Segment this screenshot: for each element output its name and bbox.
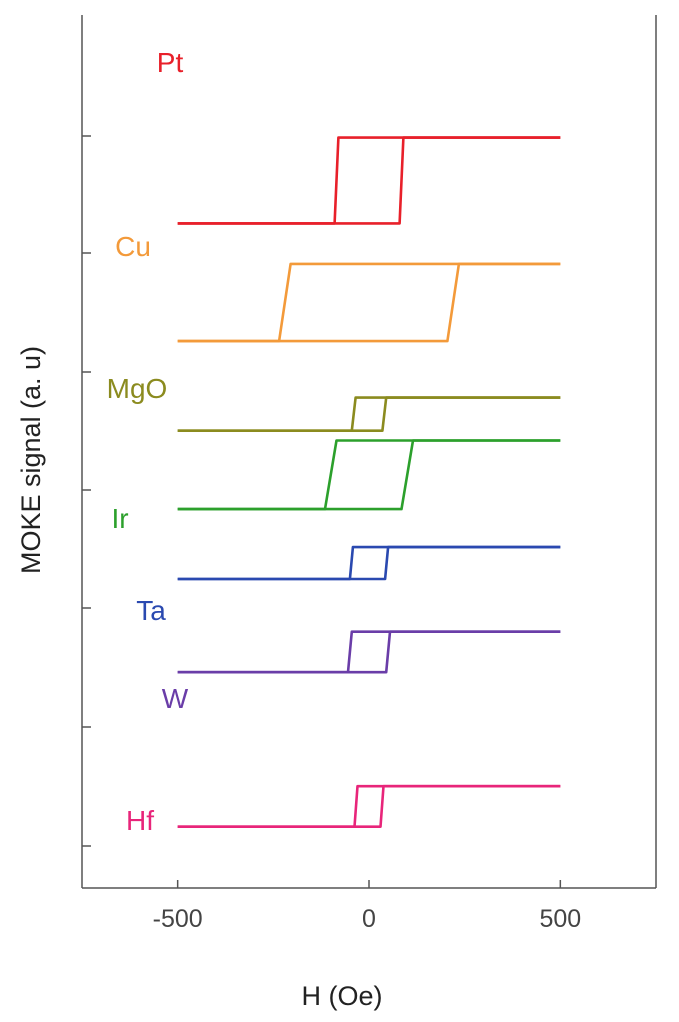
- x-ticks: -500 0 500: [153, 880, 581, 933]
- series-ta: [177, 545, 561, 581]
- loop-branch-descending: [177, 784, 561, 828]
- loop-branch-ascending: [177, 396, 561, 432]
- series-cu: [177, 262, 561, 343]
- x-tick-label: 0: [362, 905, 376, 933]
- series-label-hf: Hf: [126, 805, 154, 836]
- series-labels: Pt Cu MgO Ir Ta W Hf: [107, 47, 189, 836]
- series-hf: [177, 784, 561, 828]
- loop-branch-descending: [177, 439, 561, 511]
- loop-branch-ascending: [177, 262, 561, 343]
- loop-branch-descending: [177, 630, 561, 674]
- loop-branch-descending: [177, 136, 561, 225]
- loop-branch-descending: [177, 396, 561, 432]
- loop-branch-ascending: [177, 136, 561, 225]
- series-w: [177, 630, 561, 674]
- loop-branch-descending: [177, 262, 561, 343]
- series-pt: [177, 136, 561, 225]
- series-mgo: [177, 396, 561, 432]
- series-label-ir: Ir: [111, 503, 128, 534]
- plot-frame: [81, 15, 657, 889]
- series-label-ta: Ta: [136, 595, 166, 626]
- loop-branch-ascending: [177, 439, 561, 511]
- x-tick-label: 500: [539, 905, 581, 933]
- series-label-cu: Cu: [115, 231, 151, 262]
- loop-branch-ascending: [177, 784, 561, 828]
- series-ir: [177, 439, 561, 511]
- y-ticks: [82, 135, 91, 847]
- series-label-pt: Pt: [157, 47, 184, 78]
- series-label-mgo: MgO: [107, 373, 168, 404]
- series-group: [177, 136, 561, 828]
- loop-branch-ascending: [177, 545, 561, 581]
- series-label-w: W: [162, 683, 189, 714]
- y-axis-title: MOKE signal (a. u): [16, 346, 46, 574]
- loop-branch-ascending: [177, 630, 561, 674]
- x-axis-title: H (Oe): [302, 981, 383, 1011]
- loop-branch-descending: [177, 545, 561, 581]
- x-tick-label: -500: [153, 905, 203, 933]
